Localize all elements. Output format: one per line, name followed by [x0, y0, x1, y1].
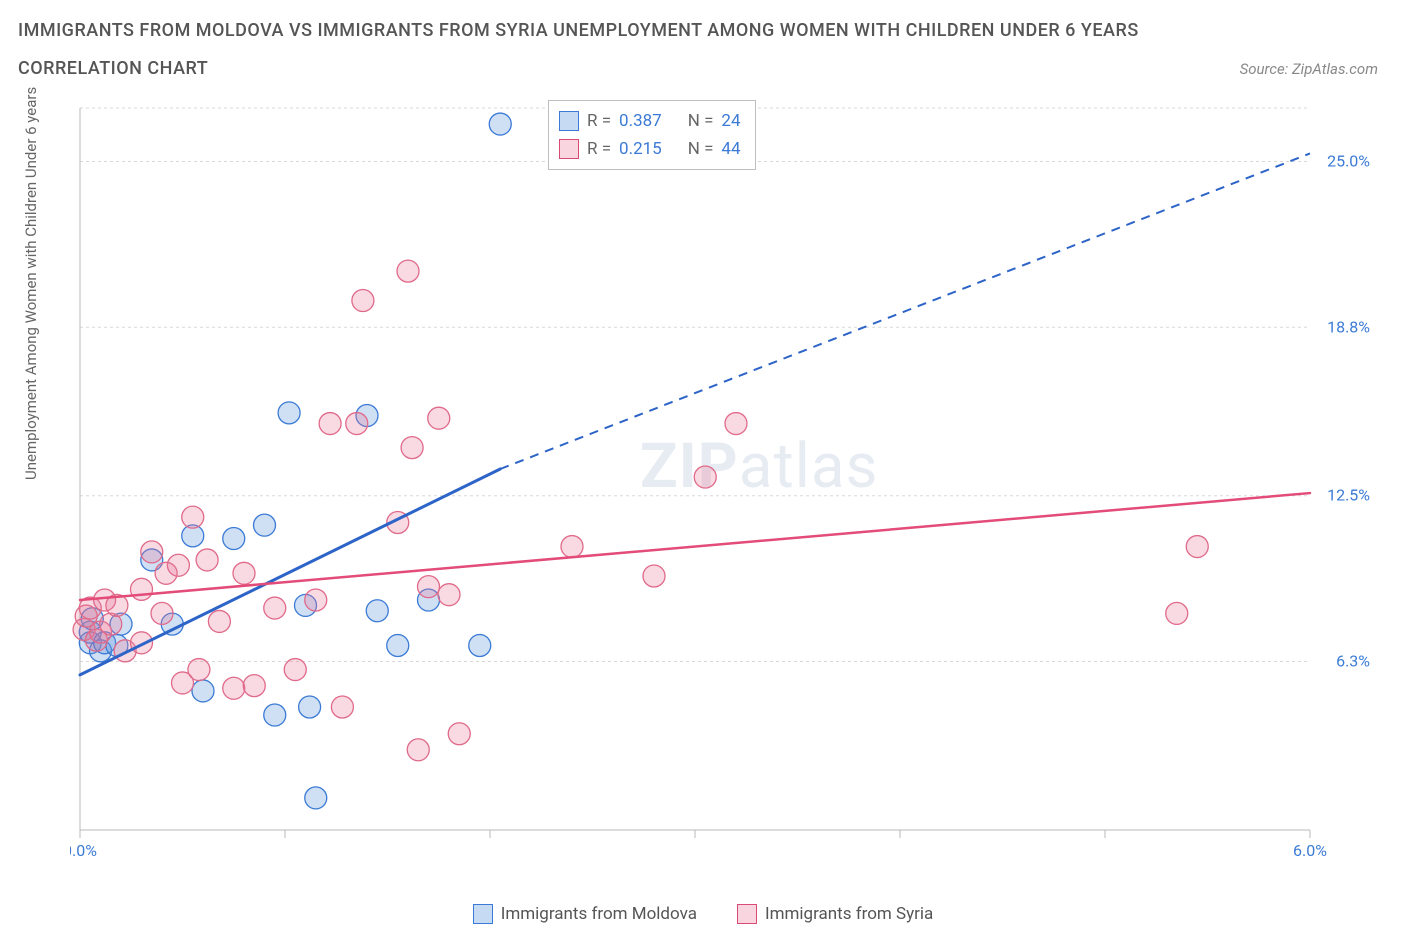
- chart-title-line2: CORRELATION CHART: [18, 58, 208, 79]
- n-label: N =: [688, 111, 714, 131]
- stats-row-syria: R = 0.215 N = 44: [559, 135, 741, 163]
- trend-lines: [80, 153, 1310, 674]
- plot-area: 6.3% 12.5% 18.8% 25.0% 0.0% 6.0%: [70, 98, 1380, 858]
- legend-item-moldova: Immigrants from Moldova: [473, 904, 697, 924]
- legend-item-syria: Immigrants from Syria: [737, 904, 933, 924]
- svg-text:12.5%: 12.5%: [1327, 486, 1370, 505]
- y-tick-labels: 6.3% 12.5% 18.8% 25.0%: [1327, 151, 1370, 670]
- gridlines: [80, 108, 1310, 662]
- y-axis-title: Unemployment Among Women with Children U…: [22, 87, 40, 480]
- chart-title-line1: IMMIGRANTS FROM MOLDOVA VS IMMIGRANTS FR…: [18, 20, 1139, 41]
- swatch-blue-icon: [559, 111, 579, 131]
- legend-label-syria: Immigrants from Syria: [765, 904, 933, 924]
- source-attribution: Source: ZipAtlas.com: [1240, 60, 1378, 78]
- svg-text:0.0%: 0.0%: [70, 841, 97, 858]
- legend-label-moldova: Immigrants from Moldova: [501, 904, 697, 924]
- svg-text:25.0%: 25.0%: [1327, 151, 1370, 170]
- r-label: R =: [587, 139, 611, 159]
- n-value-syria: 44: [721, 139, 740, 159]
- n-value-moldova: 24: [721, 111, 740, 131]
- bottom-legend: Immigrants from Moldova Immigrants from …: [0, 904, 1406, 924]
- swatch-blue-icon: [473, 904, 493, 924]
- svg-text:6.0%: 6.0%: [1293, 841, 1327, 858]
- r-value-moldova: 0.387: [619, 111, 662, 131]
- scatter-chart-svg: 6.3% 12.5% 18.8% 25.0% 0.0% 6.0%: [70, 98, 1380, 858]
- swatch-pink-icon: [737, 904, 757, 924]
- stats-row-moldova: R = 0.387 N = 24: [559, 107, 741, 135]
- x-tick-labels: 0.0% 6.0%: [70, 841, 1327, 858]
- n-label: N =: [688, 139, 714, 159]
- swatch-pink-icon: [559, 139, 579, 159]
- r-value-syria: 0.215: [619, 139, 662, 159]
- scatter-points: [73, 113, 1208, 809]
- svg-text:6.3%: 6.3%: [1336, 652, 1370, 671]
- svg-text:18.8%: 18.8%: [1327, 317, 1370, 336]
- r-label: R =: [587, 111, 611, 131]
- correlation-stats-box: R = 0.387 N = 24 R = 0.215 N = 44: [548, 100, 756, 170]
